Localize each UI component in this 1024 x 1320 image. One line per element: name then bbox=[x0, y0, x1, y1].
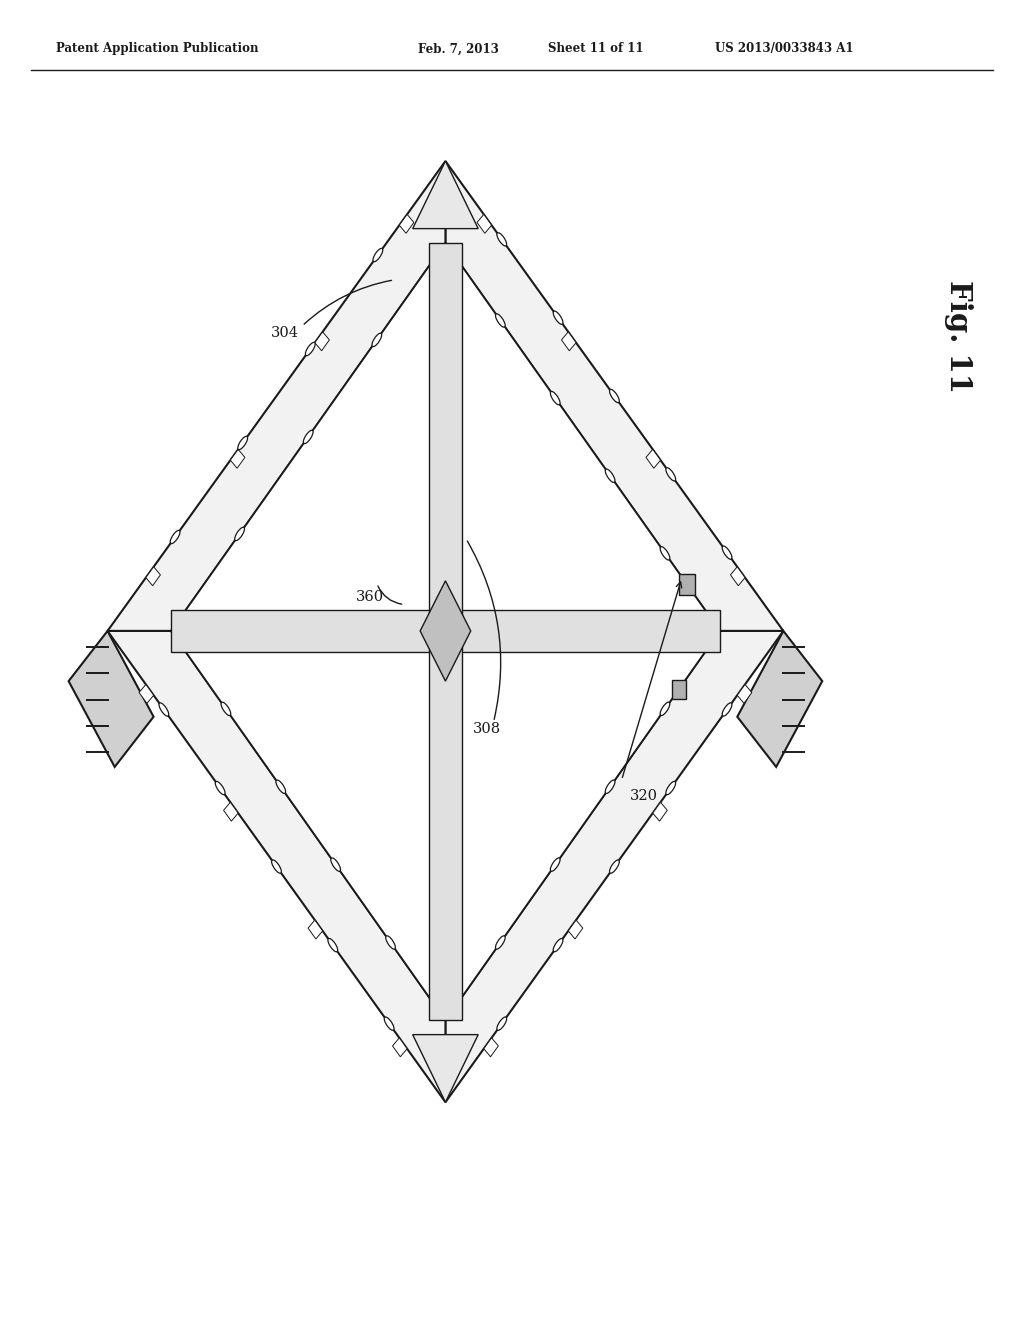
Ellipse shape bbox=[328, 939, 338, 952]
Ellipse shape bbox=[305, 342, 315, 355]
Polygon shape bbox=[737, 685, 752, 704]
Polygon shape bbox=[568, 920, 583, 939]
Polygon shape bbox=[730, 566, 745, 586]
Text: Fig. 11: Fig. 11 bbox=[944, 280, 973, 393]
Ellipse shape bbox=[331, 858, 341, 871]
Ellipse shape bbox=[496, 314, 505, 327]
Ellipse shape bbox=[553, 939, 563, 952]
Polygon shape bbox=[223, 803, 239, 821]
Ellipse shape bbox=[497, 1016, 507, 1031]
Polygon shape bbox=[413, 1035, 478, 1102]
Polygon shape bbox=[171, 243, 720, 1020]
Polygon shape bbox=[392, 1038, 408, 1057]
Ellipse shape bbox=[221, 702, 230, 715]
Polygon shape bbox=[672, 680, 686, 698]
Ellipse shape bbox=[660, 546, 670, 560]
Ellipse shape bbox=[550, 858, 560, 871]
Text: Patent Application Publication: Patent Application Publication bbox=[56, 42, 259, 55]
Ellipse shape bbox=[384, 1016, 394, 1031]
Polygon shape bbox=[561, 331, 577, 351]
Polygon shape bbox=[679, 574, 695, 595]
Polygon shape bbox=[420, 581, 471, 681]
Polygon shape bbox=[171, 610, 720, 652]
Ellipse shape bbox=[722, 546, 732, 560]
Ellipse shape bbox=[497, 232, 507, 246]
Polygon shape bbox=[108, 161, 445, 631]
Polygon shape bbox=[399, 214, 414, 234]
Ellipse shape bbox=[609, 859, 620, 874]
Ellipse shape bbox=[550, 392, 560, 405]
Ellipse shape bbox=[386, 936, 395, 949]
Polygon shape bbox=[108, 161, 783, 1102]
Ellipse shape bbox=[170, 531, 180, 544]
Polygon shape bbox=[646, 449, 660, 469]
Text: US 2013/0033843 A1: US 2013/0033843 A1 bbox=[715, 42, 853, 55]
Ellipse shape bbox=[159, 702, 169, 717]
Text: 304: 304 bbox=[271, 326, 299, 339]
Ellipse shape bbox=[666, 467, 676, 480]
Text: 320: 320 bbox=[630, 789, 657, 803]
Ellipse shape bbox=[666, 781, 676, 795]
Ellipse shape bbox=[271, 859, 282, 874]
Polygon shape bbox=[413, 161, 478, 228]
Ellipse shape bbox=[234, 527, 245, 541]
Polygon shape bbox=[230, 449, 245, 469]
Text: 360: 360 bbox=[356, 590, 384, 603]
Polygon shape bbox=[145, 566, 161, 586]
Polygon shape bbox=[483, 1038, 499, 1057]
Ellipse shape bbox=[215, 781, 225, 795]
Polygon shape bbox=[477, 214, 492, 234]
Polygon shape bbox=[139, 685, 154, 704]
Polygon shape bbox=[737, 631, 822, 767]
Ellipse shape bbox=[373, 248, 383, 261]
Polygon shape bbox=[429, 243, 462, 1020]
Ellipse shape bbox=[605, 469, 615, 482]
Ellipse shape bbox=[660, 702, 670, 715]
Text: Feb. 7, 2013: Feb. 7, 2013 bbox=[418, 42, 499, 55]
Polygon shape bbox=[108, 631, 445, 1102]
Ellipse shape bbox=[496, 936, 505, 949]
Polygon shape bbox=[445, 631, 783, 1102]
Ellipse shape bbox=[275, 780, 286, 793]
Ellipse shape bbox=[372, 333, 382, 347]
Polygon shape bbox=[69, 631, 154, 767]
Polygon shape bbox=[308, 920, 323, 939]
Polygon shape bbox=[445, 161, 783, 631]
Text: 308: 308 bbox=[473, 722, 501, 735]
Ellipse shape bbox=[722, 702, 732, 717]
Ellipse shape bbox=[303, 430, 313, 444]
Polygon shape bbox=[652, 803, 668, 821]
Ellipse shape bbox=[609, 389, 620, 403]
Ellipse shape bbox=[238, 437, 248, 450]
Ellipse shape bbox=[553, 312, 563, 325]
Ellipse shape bbox=[605, 780, 615, 793]
Polygon shape bbox=[314, 331, 330, 351]
Text: Sheet 11 of 11: Sheet 11 of 11 bbox=[548, 42, 643, 55]
